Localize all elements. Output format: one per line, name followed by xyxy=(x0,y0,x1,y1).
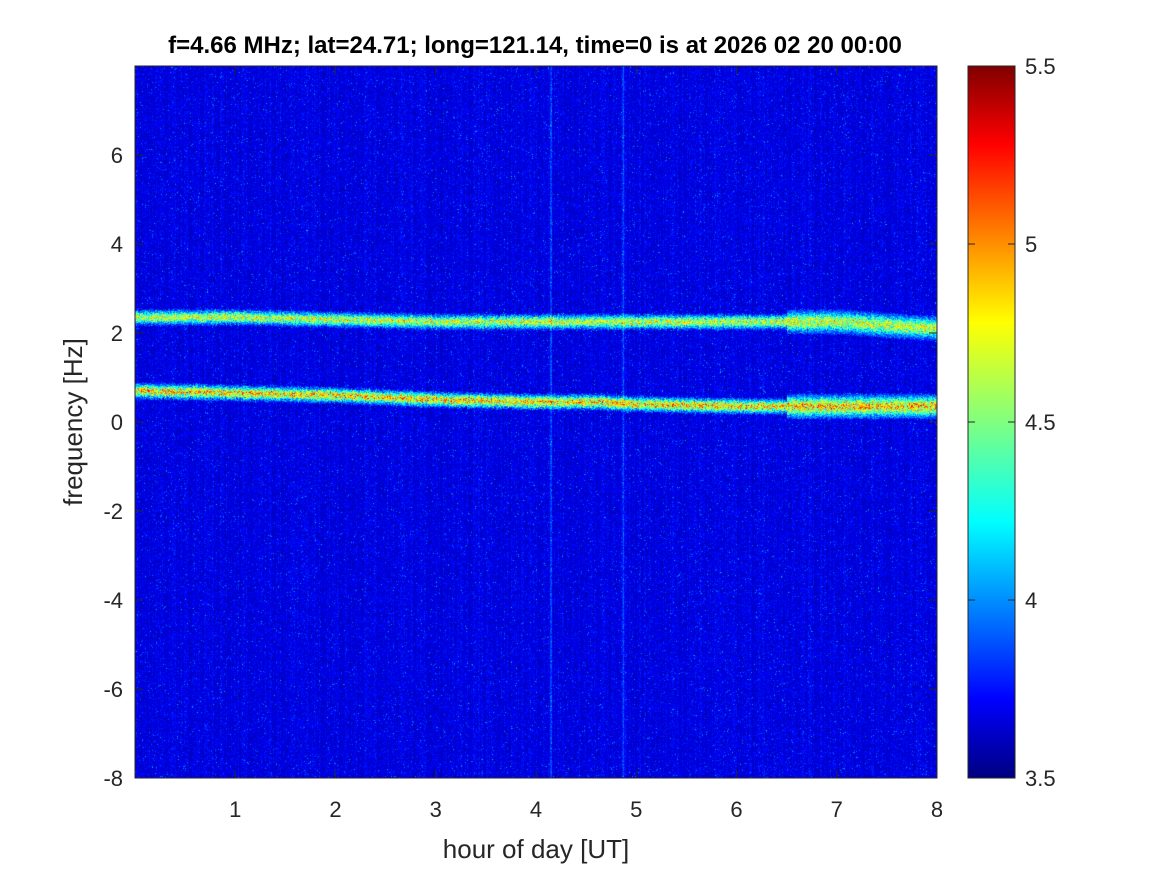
x-axis-label: hour of day [UT] xyxy=(443,834,629,864)
y-tick-label: 4 xyxy=(111,232,123,257)
x-tick-label: 2 xyxy=(329,797,341,822)
heatmap-plot-area xyxy=(134,65,938,779)
y-tick-label: -4 xyxy=(103,588,123,613)
y-axis-label: frequency [Hz] xyxy=(58,338,88,506)
heatmap-image xyxy=(135,66,937,778)
colorbar-ticks: 3.5 4 4.5 5 5.5 xyxy=(968,54,1056,791)
y-tick-label: -6 xyxy=(103,677,123,702)
colorbar-tick-label: 4.5 xyxy=(1025,410,1056,435)
x-tick-label: 4 xyxy=(530,797,542,822)
colorbar-tick-label: 3.5 xyxy=(1025,766,1056,791)
colorbar: 3.5 4 4.5 5 5.5 xyxy=(967,54,1056,791)
x-tick-label: 7 xyxy=(831,797,843,822)
colorbar-gradient xyxy=(968,66,1015,778)
y-tick-label: -8 xyxy=(103,766,123,791)
y-tick-label: 0 xyxy=(111,410,123,435)
x-tick-label: 8 xyxy=(931,797,943,822)
colorbar-tick-label: 5.5 xyxy=(1025,54,1056,79)
colorbar-tick-label: 5 xyxy=(1025,232,1037,257)
x-axis: 1 2 3 4 5 6 7 8 xyxy=(229,66,943,822)
x-tick-label: 6 xyxy=(730,797,742,822)
x-tick-label: 1 xyxy=(229,797,241,822)
colorbar-tick-label: 4 xyxy=(1025,588,1037,613)
y-tick-label: 2 xyxy=(111,321,123,346)
y-tick-label: 6 xyxy=(111,143,123,168)
y-axis: -8 -6 -4 -2 0 2 4 6 xyxy=(103,143,937,791)
chart-title: f=4.66 MHz; lat=24.71; long=121.14, time… xyxy=(168,32,902,59)
x-tick-label: 5 xyxy=(630,797,642,822)
y-tick-label: -2 xyxy=(103,499,123,524)
x-tick-label: 3 xyxy=(430,797,442,822)
